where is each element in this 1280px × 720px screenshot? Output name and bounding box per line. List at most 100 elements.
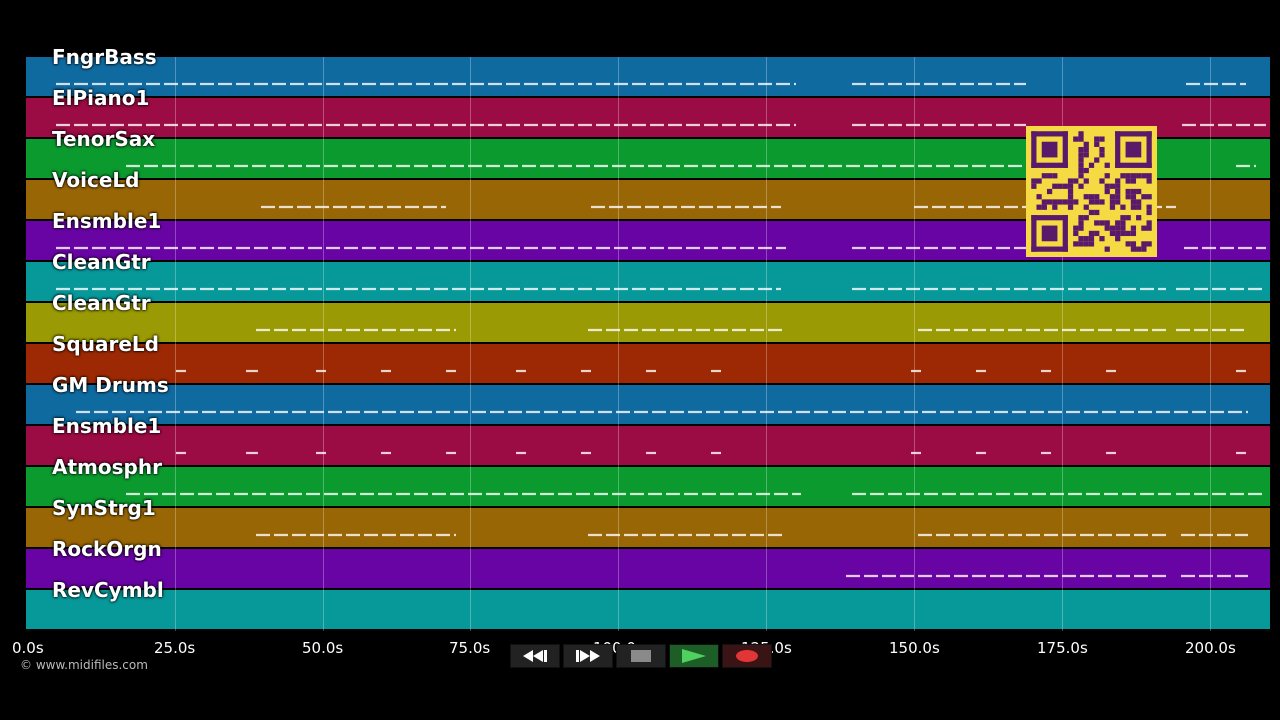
track-label: TenorSax [52,127,156,151]
track-label: RockOrgn [52,537,162,561]
track-label: ElPiano1 [52,86,150,110]
qr-module [1062,199,1068,205]
record-icon [736,650,758,662]
qr-module [1115,199,1121,205]
qr-module [1031,178,1037,184]
track-lane [26,549,1270,588]
time-tick-label: 175.0s [1037,639,1088,657]
qr-module [1115,162,1152,168]
qr-module [1099,152,1105,158]
time-tick-label: 150.0s [889,639,940,657]
qr-module [1031,162,1068,168]
qr-module [1041,204,1047,210]
qr-module [1094,220,1100,226]
qr-module [1078,173,1084,179]
qr-module [1130,204,1137,210]
qr-module [1136,188,1142,195]
qr-module [1125,178,1131,184]
qr-module [1094,199,1100,205]
qr-module [1057,183,1063,189]
qr-module [1120,215,1126,221]
qr-module [1036,204,1042,210]
grid-line [175,57,176,631]
qr-module [1073,241,1079,247]
qr-module [1094,141,1100,147]
qr-module [1109,194,1116,200]
qr-module [1115,194,1121,200]
qr-module [1083,178,1089,184]
qr-module [1046,199,1053,205]
grid-line [323,57,324,631]
qr-module [1067,188,1074,195]
track-label: VoiceLd [52,168,140,192]
qr-module [1099,146,1105,153]
qr-module [1041,225,1058,242]
qr-module [1052,173,1058,179]
track-lane [26,426,1270,465]
qr-module [1130,241,1137,247]
fast-forward-icon [576,650,600,662]
qr-module [1094,230,1100,237]
qr-module [1083,167,1089,174]
qr-module [1078,225,1084,231]
track-label: CleanGtr [52,291,151,315]
qr-module [1125,194,1131,200]
qr-module [1052,204,1058,210]
qr-module [1104,183,1110,189]
qr-code [1026,126,1157,257]
track-label: RevCymbl [52,578,164,602]
qr-module [1104,225,1110,231]
qr-module [1099,199,1105,205]
track-lane [26,467,1270,506]
qr-module [1109,183,1116,189]
stop-button[interactable] [616,644,666,668]
track-label: CleanGtr [52,250,151,274]
qr-module [1052,199,1058,205]
qr-module [1094,194,1100,200]
track-label: Ensmble1 [52,209,162,233]
qr-module [1046,173,1053,179]
play-button[interactable] [669,644,719,668]
rewind-button[interactable] [510,644,560,668]
track-label: SquareLd [52,332,159,356]
track-label: Atmosphr [52,455,162,479]
qr-module [1078,131,1084,137]
qr-module [1078,167,1084,174]
qr-module [1057,199,1063,205]
track-lane [26,508,1270,547]
qr-module [1099,178,1105,184]
track-label: SynStrg1 [52,496,156,520]
stop-icon [631,650,651,662]
qr-module [1141,246,1147,252]
qr-module [1141,194,1147,200]
grid-line [914,57,915,631]
qr-module [1099,236,1105,242]
qr-module [1083,152,1089,158]
copyright-text: © www.midifiles.com [20,658,148,672]
qr-module [1115,188,1121,195]
qr-module [1052,183,1058,189]
qr-module [1078,236,1084,242]
qr-module [1062,215,1068,252]
fast-forward-button[interactable] [563,644,613,668]
qr-module [1078,162,1084,168]
qr-module [1094,136,1100,142]
qr-module [1031,131,1068,137]
qr-module [1146,204,1152,210]
qr-module [1078,146,1084,153]
qr-module [1083,204,1089,210]
qr-module [1120,173,1126,179]
qr-module [1115,183,1121,189]
play-icon [682,649,706,663]
grid-line [766,57,767,631]
qr-module [1130,188,1137,195]
qr-module [1115,230,1121,237]
qr-module [1120,225,1126,231]
qr-module [1088,241,1095,247]
qr-module [1125,188,1131,195]
qr-module [1120,204,1126,210]
qr-module [1146,131,1152,168]
grid-line [1062,57,1063,631]
grid-line [1210,57,1211,631]
record-button[interactable] [722,644,772,668]
